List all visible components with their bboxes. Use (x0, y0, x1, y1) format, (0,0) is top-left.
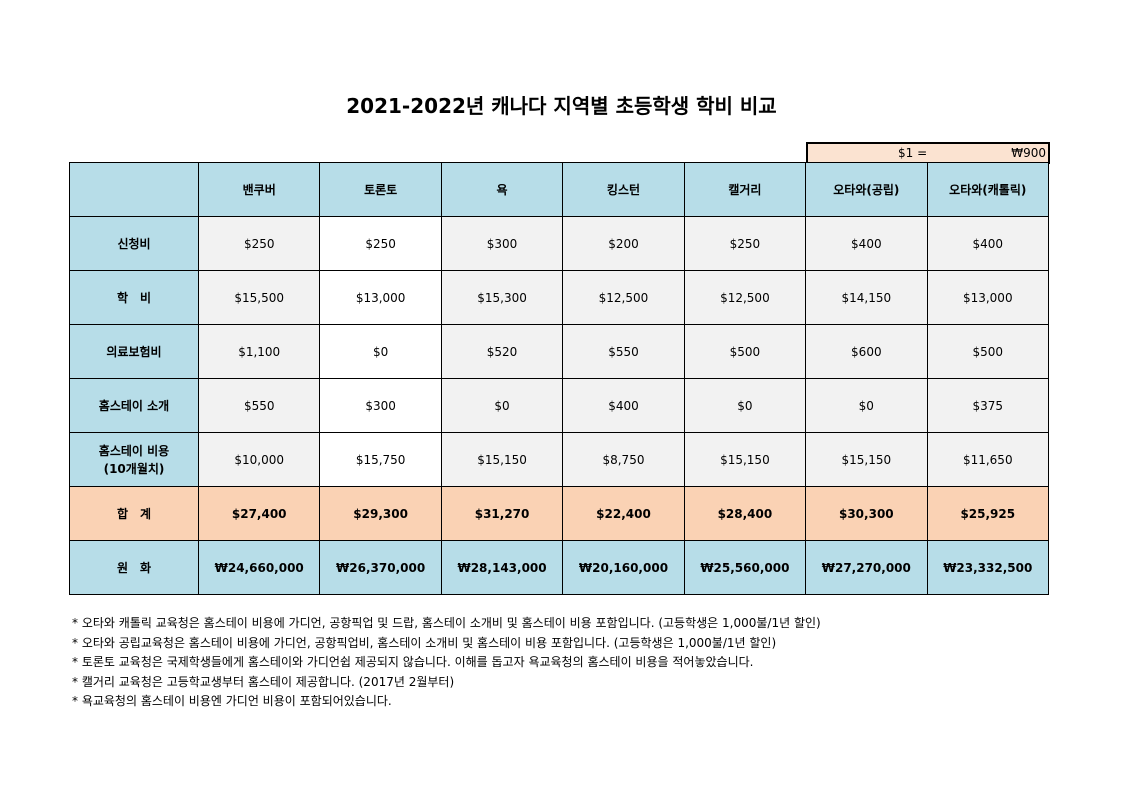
table-row: 의료보험비 $1,100 $0 $520 $550 $500 $600 $500 (69, 324, 1050, 379)
note: * 욕교육청의 홈스테이 비용엔 가디언 비용이 포함되어있습니다. (72, 694, 392, 708)
table-cell: $400 (805, 216, 928, 271)
exchange-rate: $1 = ₩900 (806, 142, 1050, 164)
table-cell: $12,500 (683, 270, 807, 325)
table-cell: $520 (440, 324, 564, 379)
table-cell: $375 (926, 378, 1050, 433)
row-header: 학 비 (69, 270, 199, 325)
table-cell: $250 (683, 216, 807, 271)
table-cell: $25,925 (926, 486, 1050, 541)
table-cell: $27,400 (197, 486, 321, 541)
table-cell: ₩23,332,500 (926, 540, 1050, 595)
table-cell: $15,300 (440, 270, 564, 325)
column-header: 욕 (440, 162, 564, 217)
table-cell: $31,270 (440, 486, 564, 541)
column-header: 오타와(공립) (805, 162, 928, 217)
table-cell: $1,100 (197, 324, 321, 379)
note: * 오타와 공립교육청은 홈스테이 비용에 가디언, 공항픽업비, 홈스테이 소… (72, 635, 777, 650)
table-cell: $250 (197, 216, 321, 271)
table-cell: $0 (805, 378, 928, 433)
table-cell: $500 (683, 324, 807, 379)
table-row: 홈스테이 비용 (10개월치) $10,000 $15,750 $15,150 $8,7… (69, 432, 1050, 487)
table-cell: $15,150 (805, 432, 928, 487)
table-cell: ₩27,270,000 (805, 540, 928, 595)
column-header: 오타와(캐톨릭) (926, 162, 1050, 217)
table-row: 홈스테이 소개 $550 $300 $0 $400 $0 $0 $375 (69, 378, 1050, 433)
table-cell: $300 (319, 378, 442, 433)
row-header: 원 화 (69, 540, 199, 595)
table-row: 합 계 $27,400 $29,300 $31,270 $22,400 $28,400 $3… (69, 486, 1050, 541)
table-cell: $600 (805, 324, 928, 379)
table-cell: $13,000 (926, 270, 1050, 325)
table-cell: $500 (926, 324, 1050, 379)
column-header: 킹스턴 (562, 162, 685, 217)
header-row: 밴쿠버 토론토 욕 킹스턴 캘거리 오타와(공립) 오타와(캐톨릭) (69, 162, 1050, 217)
table-cell: $15,500 (197, 270, 321, 325)
row-header: 신청비 (69, 216, 199, 271)
exchange-value: ₩900 (1011, 146, 1046, 160)
table-cell: $15,150 (683, 432, 807, 487)
table-cell: ₩28,143,000 (440, 540, 564, 595)
table-cell: $8,750 (562, 432, 685, 487)
table-cell: $29,300 (319, 486, 442, 541)
corner-cell (69, 162, 199, 217)
table-cell: $550 (197, 378, 321, 433)
table-cell: $28,400 (683, 486, 807, 541)
table-cell: $30,300 (805, 486, 928, 541)
note: * 토론토 교육청은 국제학생들에게 홈스테이와 가디언쉽 제공되지 않습니다.… (72, 655, 754, 669)
column-header: 밴쿠버 (197, 162, 321, 217)
notes: * 오타와 캐톨릭 교육청은 홈스테이 비용에 가디언, 공항픽업 및 드랍, … (72, 614, 821, 712)
table-cell: $200 (562, 216, 685, 271)
table-cell: $10,000 (197, 432, 321, 487)
table-cell: $15,150 (440, 432, 564, 487)
table-cell: $0 (683, 378, 807, 433)
title: 2021-2022년 캐나다 지역별 초등학생 학비 비교 (346, 94, 777, 118)
table-cell: $250 (319, 216, 442, 271)
note: * 캘거리 교육청은 고등학교생부터 홈스테이 제공합니다. (2017년 2월… (72, 674, 455, 689)
table-cell: $14,150 (805, 270, 928, 325)
table-cell: $550 (562, 324, 685, 379)
table-row: 원 화 ₩24,660,000 ₩26,370,000 ₩28,143,000 ₩20,… (69, 540, 1050, 595)
table-cell: $300 (440, 216, 564, 271)
row-header: 홈스테이 소개 (69, 378, 199, 433)
table-cell: $400 (926, 216, 1050, 271)
table-row: 신청비 $250 $250 $300 $200 $250 $400 $400 (69, 216, 1050, 271)
row-header: 의료보험비 (69, 324, 199, 379)
exchange-label: $1 = (898, 146, 928, 160)
table-cell: $12,500 (562, 270, 685, 325)
table-cell: ₩26,370,000 (319, 540, 442, 595)
table-cell: $0 (319, 324, 442, 379)
table-cell: ₩24,660,000 (197, 540, 321, 595)
note: * 오타와 캐톨릭 교육청은 홈스테이 비용에 가디언, 공항픽업 및 드랍, … (72, 616, 821, 630)
table-cell: ₩20,160,000 (562, 540, 685, 595)
column-header: 토론토 (319, 162, 442, 217)
table-cell: $22,400 (562, 486, 685, 541)
table-cell: $11,650 (926, 432, 1050, 487)
table-cell: $400 (562, 378, 685, 433)
table-cell: ₩25,560,000 (683, 540, 807, 595)
table-row: 학 비 $15,500 $13,000 $15,300 $12,500 $12,500 $1… (69, 270, 1050, 325)
row-header: 홈스테이 비용 (10개월치) (69, 432, 199, 487)
row-header: 합 계 (69, 486, 199, 541)
fee-table: 밴쿠버 토론토 욕 킹스턴 캘거리 오타와(공립) 오타와(캐톨릭) 신청비 $250 $250 $… (69, 162, 1050, 595)
table-cell: $13,000 (319, 270, 442, 325)
table-cell: $15,750 (319, 432, 442, 487)
table-cell: $0 (440, 378, 564, 433)
column-header: 캘거리 (683, 162, 807, 217)
